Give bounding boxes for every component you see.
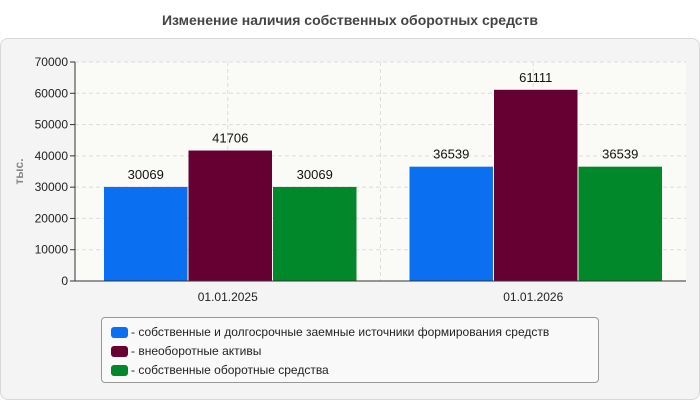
legend-swatch xyxy=(111,345,128,357)
y-tick-label: 60000 xyxy=(35,86,69,100)
bar xyxy=(494,89,578,281)
legend: - собственные и долгосрочные заемные ист… xyxy=(101,317,599,383)
data-label: 30069 xyxy=(128,167,164,182)
y-tick-label: 70000 xyxy=(35,55,69,69)
data-label: 36539 xyxy=(433,147,469,162)
legend-label: - собственные оборотные средства xyxy=(131,363,329,377)
y-tick-label: 40000 xyxy=(35,149,69,163)
data-label: 41706 xyxy=(212,131,248,146)
legend-swatch xyxy=(111,364,128,376)
chart-title: Изменение наличия собственных оборотных … xyxy=(161,12,539,28)
data-label: 30069 xyxy=(297,167,333,182)
x-tick-label: 01.01.2026 xyxy=(503,290,563,304)
bar xyxy=(273,186,357,281)
legend-item: - внеоборотные активы xyxy=(111,342,261,360)
data-label: 36539 xyxy=(602,147,638,162)
legend-label: - собственные и долгосрочные заемные ист… xyxy=(131,325,550,339)
bar xyxy=(188,150,272,281)
y-tick-label: 50000 xyxy=(35,118,69,132)
x-tick-label: 01.01.2025 xyxy=(198,290,258,304)
y-tick-label: 20000 xyxy=(35,211,69,225)
legend-item: - собственные и долгосрочные заемные ист… xyxy=(111,323,549,341)
legend-label: - внеоборотные активы xyxy=(131,344,262,358)
legend-swatch xyxy=(111,326,128,338)
y-tick-label: 30000 xyxy=(35,180,69,194)
data-label: 61111 xyxy=(519,70,552,85)
legend-item: - собственные оборотные средства xyxy=(111,361,329,379)
bar xyxy=(409,166,493,281)
y-tick-label: 10000 xyxy=(35,243,69,257)
y-axis-label: тыс. xyxy=(12,158,26,184)
bar xyxy=(578,166,662,281)
y-tick-label: 0 xyxy=(61,274,68,288)
bar xyxy=(104,186,188,281)
